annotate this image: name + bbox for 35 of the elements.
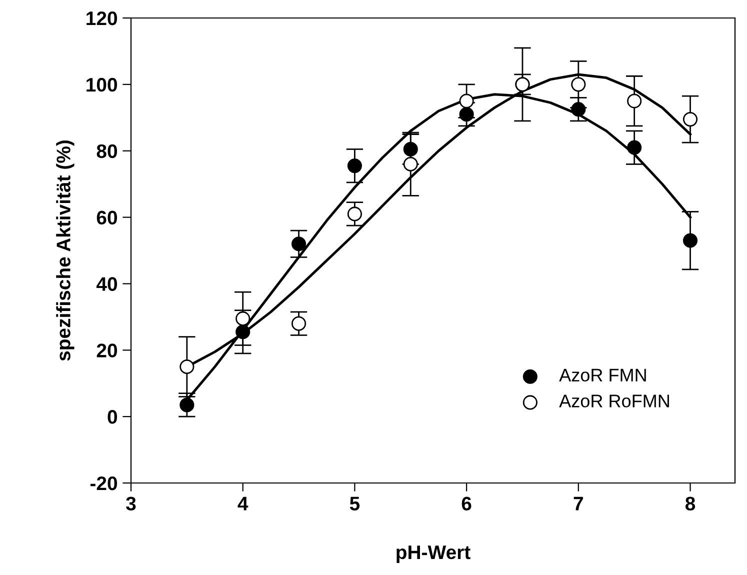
point bbox=[627, 140, 642, 155]
x-axis-title: pH-Wert bbox=[396, 546, 470, 563]
y-tick-label: 120 bbox=[86, 11, 118, 26]
point bbox=[236, 324, 250, 340]
y-tick-label: 60 bbox=[96, 210, 118, 225]
point bbox=[347, 206, 362, 222]
point bbox=[236, 311, 250, 326]
x-tick-label: 6 bbox=[462, 496, 472, 510]
legend-label: AzoR FMN bbox=[559, 368, 646, 382]
point bbox=[403, 156, 418, 172]
y-tick-label: 100 bbox=[86, 78, 118, 92]
y-tick-label: 40 bbox=[96, 277, 118, 291]
point bbox=[682, 112, 698, 127]
y-tick-label: 0 bbox=[108, 410, 118, 424]
point bbox=[403, 142, 418, 156]
point bbox=[459, 107, 474, 122]
point bbox=[180, 359, 194, 374]
point bbox=[682, 233, 698, 248]
point bbox=[291, 316, 306, 331]
y-tick-label: 20 bbox=[96, 344, 118, 358]
x-tick-label: 4 bbox=[238, 496, 248, 510]
point bbox=[291, 236, 306, 252]
x-tick-label: 5 bbox=[350, 496, 360, 510]
x-tick-label: 7 bbox=[574, 496, 583, 510]
x-tick-label: 3 bbox=[126, 496, 136, 511]
y-axis-title: spezifische Aktivität (%) bbox=[56, 140, 74, 361]
y-tick-label: -20 bbox=[90, 476, 118, 490]
point bbox=[347, 158, 362, 174]
y-tick-label: 80 bbox=[96, 144, 118, 158]
x-tick-label: 8 bbox=[685, 496, 696, 510]
point bbox=[459, 94, 474, 108]
legend-label: AzoR RoFMN bbox=[559, 394, 669, 408]
point bbox=[627, 94, 642, 108]
point bbox=[571, 77, 586, 92]
point bbox=[571, 102, 586, 117]
